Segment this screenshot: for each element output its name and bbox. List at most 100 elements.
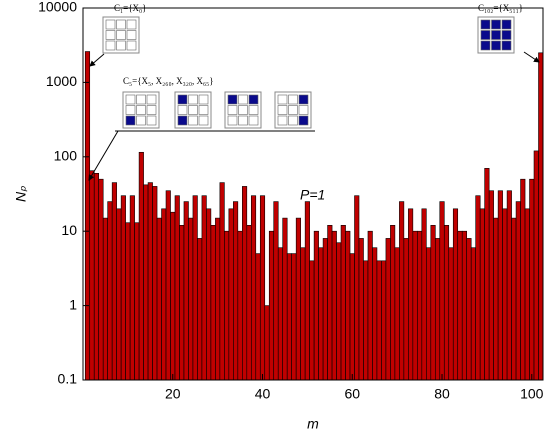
- bar: [515, 201, 521, 381]
- bar: [273, 201, 279, 381]
- bar: [237, 230, 243, 381]
- icon-cell: [125, 94, 136, 105]
- bar: [354, 195, 360, 381]
- bar: [349, 253, 355, 381]
- icon-cell: [188, 115, 198, 126]
- icon-cell: [126, 30, 137, 40]
- bar: [228, 208, 234, 381]
- icon-cell: [188, 94, 198, 105]
- icon-cell: [480, 40, 491, 51]
- bar: [138, 151, 144, 381]
- y-axis-label: Nₚ: [13, 186, 29, 202]
- bar: [412, 230, 418, 381]
- icon-cell: [177, 94, 188, 105]
- icon-cell: [248, 115, 259, 126]
- bar: [300, 247, 306, 381]
- icon-cell: [105, 19, 116, 30]
- y-tick-label: 10000: [38, 0, 77, 15]
- bar: [282, 217, 288, 381]
- bar: [322, 238, 328, 381]
- bar: [219, 182, 225, 381]
- icon-cell: [238, 115, 248, 126]
- bar: [408, 208, 414, 381]
- bar: [318, 247, 324, 381]
- bar: [111, 182, 117, 381]
- bar: [417, 230, 423, 381]
- annotation: C₁={X₀}: [114, 3, 147, 13]
- x-tick-label: 60: [344, 386, 360, 402]
- bar: [533, 150, 539, 381]
- y-tick-label: 1000: [46, 73, 77, 89]
- bar: [394, 247, 400, 381]
- bar: [89, 170, 95, 381]
- y-tick-label: 0.1: [58, 371, 78, 387]
- bar: [345, 230, 351, 381]
- bar: [107, 201, 113, 381]
- x-tick-label: 80: [434, 386, 450, 402]
- x-tick-label: 40: [255, 386, 271, 402]
- icon-cell: [298, 94, 309, 105]
- icon-cell: [146, 105, 157, 115]
- icon-cell: [248, 94, 259, 105]
- y-tick-label: 10: [61, 222, 77, 238]
- bar: [156, 217, 162, 381]
- bar: [183, 201, 189, 381]
- bar: [497, 190, 503, 381]
- annotation: P=1: [300, 187, 325, 203]
- icon-cell: [491, 19, 501, 30]
- bar: [170, 211, 176, 381]
- bar: [470, 247, 476, 381]
- bar: [363, 260, 369, 381]
- bar: [134, 222, 140, 381]
- bar: [461, 230, 468, 381]
- bar: [98, 178, 104, 381]
- bar: [511, 217, 517, 381]
- icon-cell: [491, 30, 501, 40]
- bar: [381, 260, 387, 381]
- icon-cell: [288, 115, 298, 126]
- bar: [426, 247, 432, 381]
- bar: [206, 208, 212, 381]
- icon-cell: [277, 94, 288, 105]
- bar: [457, 230, 463, 381]
- bar: [152, 186, 158, 381]
- bar: [538, 52, 544, 381]
- icon-cell: [136, 105, 146, 115]
- icon-cell: [501, 30, 512, 40]
- bar: [313, 230, 319, 381]
- annotation-lines: [88, 51, 540, 181]
- bar: [403, 238, 409, 381]
- bar: [475, 195, 481, 381]
- bar: [197, 238, 203, 381]
- bar: [327, 225, 333, 381]
- bar: [358, 238, 364, 381]
- icon-cell: [501, 40, 512, 51]
- bar: [120, 195, 126, 381]
- x-tick-label: 100: [520, 386, 544, 402]
- bar: [466, 238, 472, 381]
- bar: [331, 230, 337, 381]
- icon-cell: [116, 30, 126, 40]
- icon-cell: [198, 115, 209, 126]
- bar: [246, 225, 252, 381]
- bar: [201, 195, 207, 381]
- bar: [129, 195, 135, 381]
- bar: [309, 260, 315, 381]
- icon-cell: [298, 105, 309, 115]
- bar: [304, 201, 310, 381]
- y-tick-label: 100: [54, 148, 78, 164]
- icon-cell: [146, 94, 157, 105]
- bar: [277, 247, 284, 381]
- axis-frame: [82, 7, 544, 381]
- bar: [479, 208, 485, 381]
- bar: [502, 208, 508, 381]
- bar: [506, 190, 512, 381]
- bar: [340, 225, 346, 381]
- bar: [188, 217, 194, 381]
- bar: [448, 247, 454, 381]
- icon-cell: [116, 19, 126, 30]
- plot-area: [84, 51, 544, 381]
- annotation: C₁₀₂={X₅₁₁}: [478, 3, 523, 13]
- bar: [488, 190, 494, 381]
- bar: [434, 238, 441, 381]
